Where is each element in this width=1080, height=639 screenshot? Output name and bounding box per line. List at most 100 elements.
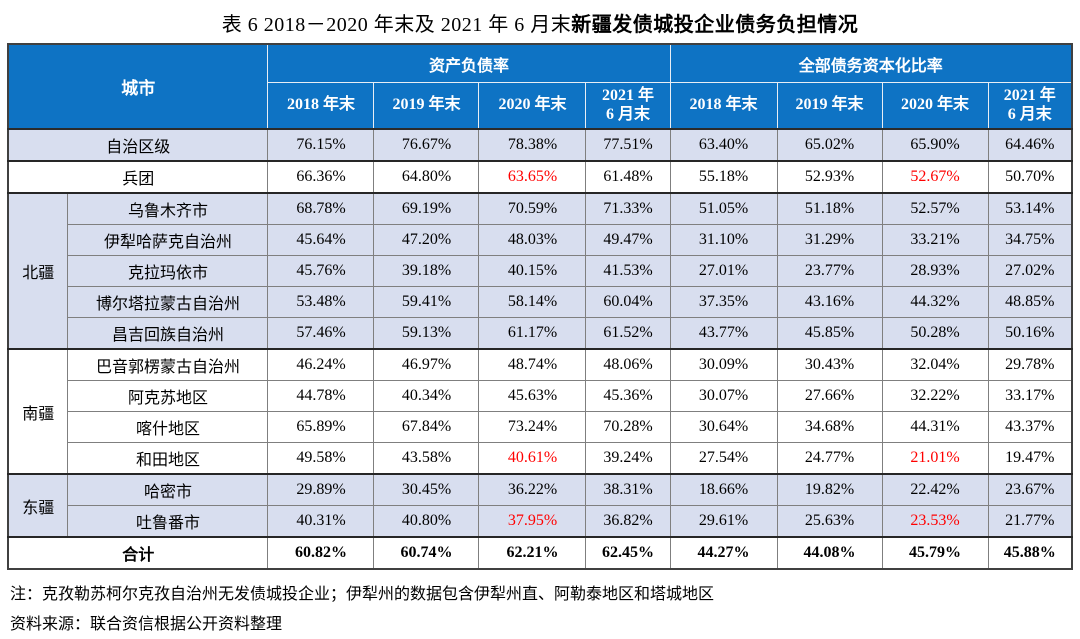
- col-header-year: 2020 年末: [881, 82, 989, 130]
- table-title-bold: 新疆发债城投企业债务负担情况: [571, 14, 859, 36]
- table-row: 伊犁哈萨克自治州 45.64% 47.20% 48.03% 49.47% 31.10% 31…: [8, 224, 1073, 256]
- value-cell: 59.13%: [373, 317, 480, 350]
- value-cell: 22.42%: [881, 473, 989, 506]
- value-cell: 58.14%: [478, 286, 587, 318]
- value-cell: 51.05%: [669, 192, 778, 225]
- value-cell: 45.64%: [267, 224, 375, 256]
- value-cell: 73.24%: [478, 411, 587, 443]
- value-cell: 51.18%: [776, 192, 883, 225]
- city-cell: 自治区级: [7, 128, 269, 162]
- value-cell: 37.95%: [478, 505, 587, 538]
- col-header-year: 2018 年末: [669, 82, 778, 130]
- table-header: 城市 资产负债率 全部债务资本化比率 2018 年末 2019 年末 2020 年末…: [7, 43, 1073, 130]
- value-cell: 27.02%: [987, 255, 1073, 287]
- table-row: 阿克苏地区 44.78% 40.34% 45.63% 45.36% 30.07% 27.66…: [8, 380, 1073, 412]
- value-cell: 40.61%: [478, 442, 587, 475]
- value-cell: 39.24%: [585, 442, 671, 475]
- value-cell: 43.58%: [373, 442, 480, 475]
- value-cell: 29.89%: [267, 473, 375, 506]
- city-cell: 乌鲁木齐市: [67, 192, 269, 225]
- value-cell: 40.34%: [373, 380, 480, 412]
- table-row: 合计 60.82% 60.74% 62.21% 62.45% 44.27% 44.08% 45…: [7, 536, 1073, 570]
- table-row: 北疆 乌鲁木齐市 68.78% 69.19% 70.59% 71.33% 51.05% 51.…: [7, 192, 1073, 350]
- city-cell: 吐鲁番市: [67, 505, 269, 538]
- value-cell: 69.19%: [373, 192, 480, 225]
- value-cell: 67.84%: [373, 411, 480, 443]
- value-cell: 44.32%: [881, 286, 989, 318]
- value-cell: 60.04%: [585, 286, 671, 318]
- value-cell: 50.70%: [987, 160, 1073, 194]
- value-cell: 39.18%: [373, 255, 480, 287]
- value-cell: 40.15%: [478, 255, 587, 287]
- value-cell: 29.78%: [987, 348, 1073, 381]
- table-title-normal: 表 6 2018－2020 年末及 2021 年 6 月末: [221, 14, 572, 36]
- value-cell: 27.54%: [669, 442, 778, 475]
- region-cell: 北疆: [7, 192, 69, 350]
- value-cell: 62.45%: [585, 536, 671, 570]
- region-cell: 南疆: [7, 348, 69, 475]
- table-row: 南疆 巴音郭楞蒙古自治州 46.24% 46.97% 48.74% 48.06% 30.09…: [7, 348, 1073, 475]
- value-cell: 25.63%: [776, 505, 883, 538]
- value-cell: 18.66%: [669, 473, 778, 506]
- city-cell: 克拉玛依市: [67, 255, 269, 287]
- col-header-year: 2018 年末: [267, 82, 375, 130]
- value-cell: 32.22%: [881, 380, 989, 412]
- value-cell: 21.77%: [987, 505, 1073, 538]
- value-cell: 41.53%: [585, 255, 671, 287]
- value-cell: 30.09%: [669, 348, 778, 381]
- value-cell: 49.58%: [267, 442, 375, 475]
- value-cell: 34.68%: [776, 411, 883, 443]
- value-cell: 61.48%: [585, 160, 671, 194]
- value-cell: 38.31%: [585, 473, 671, 506]
- value-cell: 53.48%: [267, 286, 375, 318]
- value-cell: 23.77%: [776, 255, 883, 287]
- city-cell: 哈密市: [67, 473, 269, 506]
- value-cell: 52.93%: [776, 160, 883, 194]
- value-cell: 71.33%: [585, 192, 671, 225]
- value-cell: 64.80%: [373, 160, 480, 194]
- table-title: 表 6 2018－2020 年末及 2021 年 6 月末新疆发债城投企业债务负…: [0, 0, 1080, 37]
- col-group-total-debt-capitalization-ratio: 全部债务资本化比率: [669, 43, 1073, 83]
- city-cell: 巴音郭楞蒙古自治州: [67, 348, 269, 381]
- value-cell: 36.82%: [585, 505, 671, 538]
- value-cell: 70.59%: [478, 192, 587, 225]
- value-cell: 44.78%: [267, 380, 375, 412]
- value-cell: 27.66%: [776, 380, 883, 412]
- city-cell: 喀什地区: [67, 411, 269, 443]
- value-cell: 50.16%: [987, 317, 1073, 350]
- value-cell: 45.79%: [881, 536, 989, 570]
- value-cell: 30.43%: [776, 348, 883, 381]
- value-cell: 24.77%: [776, 442, 883, 475]
- value-cell: 43.77%: [669, 317, 778, 350]
- table-row: 克拉玛依市 45.76% 39.18% 40.15% 41.53% 27.01% 23.77…: [8, 255, 1073, 287]
- value-cell: 40.80%: [373, 505, 480, 538]
- value-cell: 30.45%: [373, 473, 480, 506]
- value-cell: 65.90%: [881, 128, 989, 162]
- value-cell: 45.85%: [776, 317, 883, 350]
- city-cell: 兵团: [7, 160, 269, 194]
- value-cell: 27.01%: [669, 255, 778, 287]
- value-cell: 70.28%: [585, 411, 671, 443]
- city-cell: 合计: [7, 536, 269, 570]
- footnotes: 注：克孜勒苏柯尔克孜自治州无发债城投企业；伊犁州的数据包含伊犁州直、阿勒泰地区和…: [10, 580, 1080, 639]
- table-row: 吐鲁番市 40.31% 40.80% 37.95% 36.82% 29.61% 25.63%…: [8, 505, 1073, 538]
- value-cell: 53.14%: [987, 192, 1073, 225]
- col-header-city: 城市: [7, 43, 269, 130]
- value-cell: 47.20%: [373, 224, 480, 256]
- debt-burden-table: 城市 资产负债率 全部债务资本化比率 2018 年末 2019 年末 2020 年末…: [6, 43, 1074, 570]
- value-cell: 32.04%: [881, 348, 989, 381]
- value-cell: 77.51%: [585, 128, 671, 162]
- value-cell: 40.31%: [267, 505, 375, 538]
- value-cell: 43.37%: [987, 411, 1073, 443]
- value-cell: 52.57%: [881, 192, 989, 225]
- value-cell: 34.75%: [987, 224, 1073, 256]
- value-cell: 64.46%: [987, 128, 1073, 162]
- value-cell: 76.67%: [373, 128, 480, 162]
- value-cell: 23.67%: [987, 473, 1073, 506]
- value-cell: 48.74%: [478, 348, 587, 381]
- table-row: 兵团 66.36% 64.80% 63.65% 61.48% 55.18% 52.93% 52…: [7, 160, 1073, 194]
- value-cell: 50.28%: [881, 317, 989, 350]
- value-cell: 59.41%: [373, 286, 480, 318]
- value-cell: 78.38%: [478, 128, 587, 162]
